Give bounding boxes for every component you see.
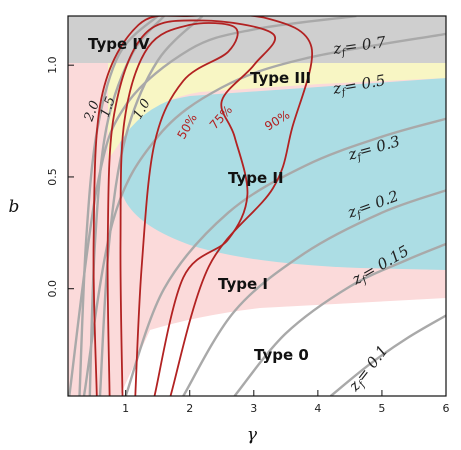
x-tick-label-3: 4 xyxy=(314,402,321,415)
x-tick-label-0: 1 xyxy=(122,402,129,415)
region-type-ii xyxy=(120,78,446,270)
extra-gray-curve-0 xyxy=(78,16,159,396)
x-tick-label-1: 2 xyxy=(186,402,193,415)
zf-curve-5 xyxy=(329,314,446,396)
x-tick-label-5: 6 xyxy=(443,402,450,415)
confidence-contours xyxy=(92,16,314,396)
y-tick-label-2: 1.0 xyxy=(46,56,59,74)
x-tick-label-2: 3 xyxy=(250,402,257,415)
region-layer xyxy=(68,16,446,396)
y-tick-label-1: 0.5 xyxy=(46,168,59,186)
zf-curve-4 xyxy=(233,242,446,396)
region-label-type-iv: Type IV xyxy=(88,35,150,53)
region-label-type-iii: Type III xyxy=(250,69,311,87)
confidence-contour-2 xyxy=(92,16,314,396)
x-axis-title: γ xyxy=(247,425,258,445)
region-label-type-0: Type 0 xyxy=(254,346,309,364)
gray-label-1-5: 1.5 xyxy=(98,95,119,120)
region-type-iii xyxy=(108,63,446,160)
zf-curve-1 xyxy=(82,32,446,396)
gray-label-2-0: 2.0 xyxy=(81,99,103,125)
zf-curve-2 xyxy=(124,117,446,396)
y-tick-label-0: 0.0 xyxy=(46,280,59,298)
confidence-contour-0 xyxy=(119,22,239,396)
region-type-iv xyxy=(68,16,446,63)
x-tick-label-4: 5 xyxy=(378,402,385,415)
plot-frame xyxy=(67,15,447,397)
zf-curves xyxy=(68,16,446,396)
x-axis-ticks: 1 2 3 4 5 6 xyxy=(122,390,450,415)
y-axis-title: b xyxy=(9,197,20,217)
region-label-type-i: Type I xyxy=(218,275,268,293)
zf-curve-3 xyxy=(182,189,446,396)
y-axis-ticks: 0.0 0.5 1.0 xyxy=(46,56,74,297)
region-label-type-ii: Type II xyxy=(228,169,284,187)
